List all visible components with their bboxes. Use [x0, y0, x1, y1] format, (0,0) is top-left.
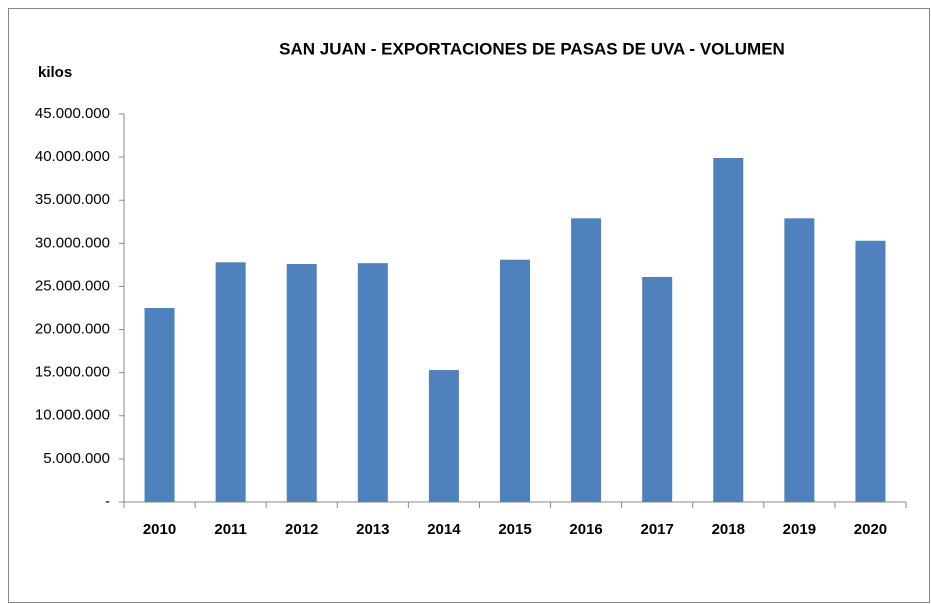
x-tick-label: 2010 [143, 521, 176, 538]
x-tick-label: 2016 [569, 521, 602, 538]
x-tick-label: 2019 [783, 521, 816, 538]
chart-border [8, 8, 930, 603]
bar [500, 259, 530, 502]
bar [215, 262, 246, 502]
y-tick-label: 40.000.000 [35, 148, 110, 165]
y-tick-label: 20.000.000 [35, 321, 110, 338]
bar [144, 308, 175, 502]
x-tick-label: 2015 [498, 521, 531, 538]
y-tick-label: 5.000.000 [43, 450, 110, 467]
chart-title: SAN JUAN - EXPORTACIONES DE PASAS DE UVA… [279, 39, 785, 58]
y-tick-label: 45.000.000 [35, 105, 110, 122]
bar [784, 218, 815, 502]
x-tick-label: 2012 [285, 521, 318, 538]
bar [286, 264, 317, 502]
y-tick-label: 25.000.000 [35, 277, 110, 294]
y-tick-label: - [105, 493, 110, 510]
bar [713, 157, 744, 502]
x-tick-label: 2013 [356, 521, 389, 538]
bar [428, 370, 459, 502]
bar [357, 263, 388, 502]
y-tick-label: 10.000.000 [35, 407, 110, 424]
x-tick-label: 2020 [854, 521, 887, 538]
y-axis-label: kilos [38, 64, 72, 81]
y-tick-label: 15.000.000 [35, 364, 110, 381]
x-tick-label: 2017 [640, 521, 673, 538]
x-tick-label: 2018 [712, 521, 745, 538]
x-tick-label: 2011 [214, 521, 247, 538]
x-tick-label: 2014 [427, 521, 461, 538]
bar [642, 276, 673, 502]
y-tick-label: 35.000.000 [35, 191, 110, 208]
bar [855, 240, 886, 502]
bar [571, 218, 602, 502]
y-tick-label: 30.000.000 [35, 234, 110, 251]
